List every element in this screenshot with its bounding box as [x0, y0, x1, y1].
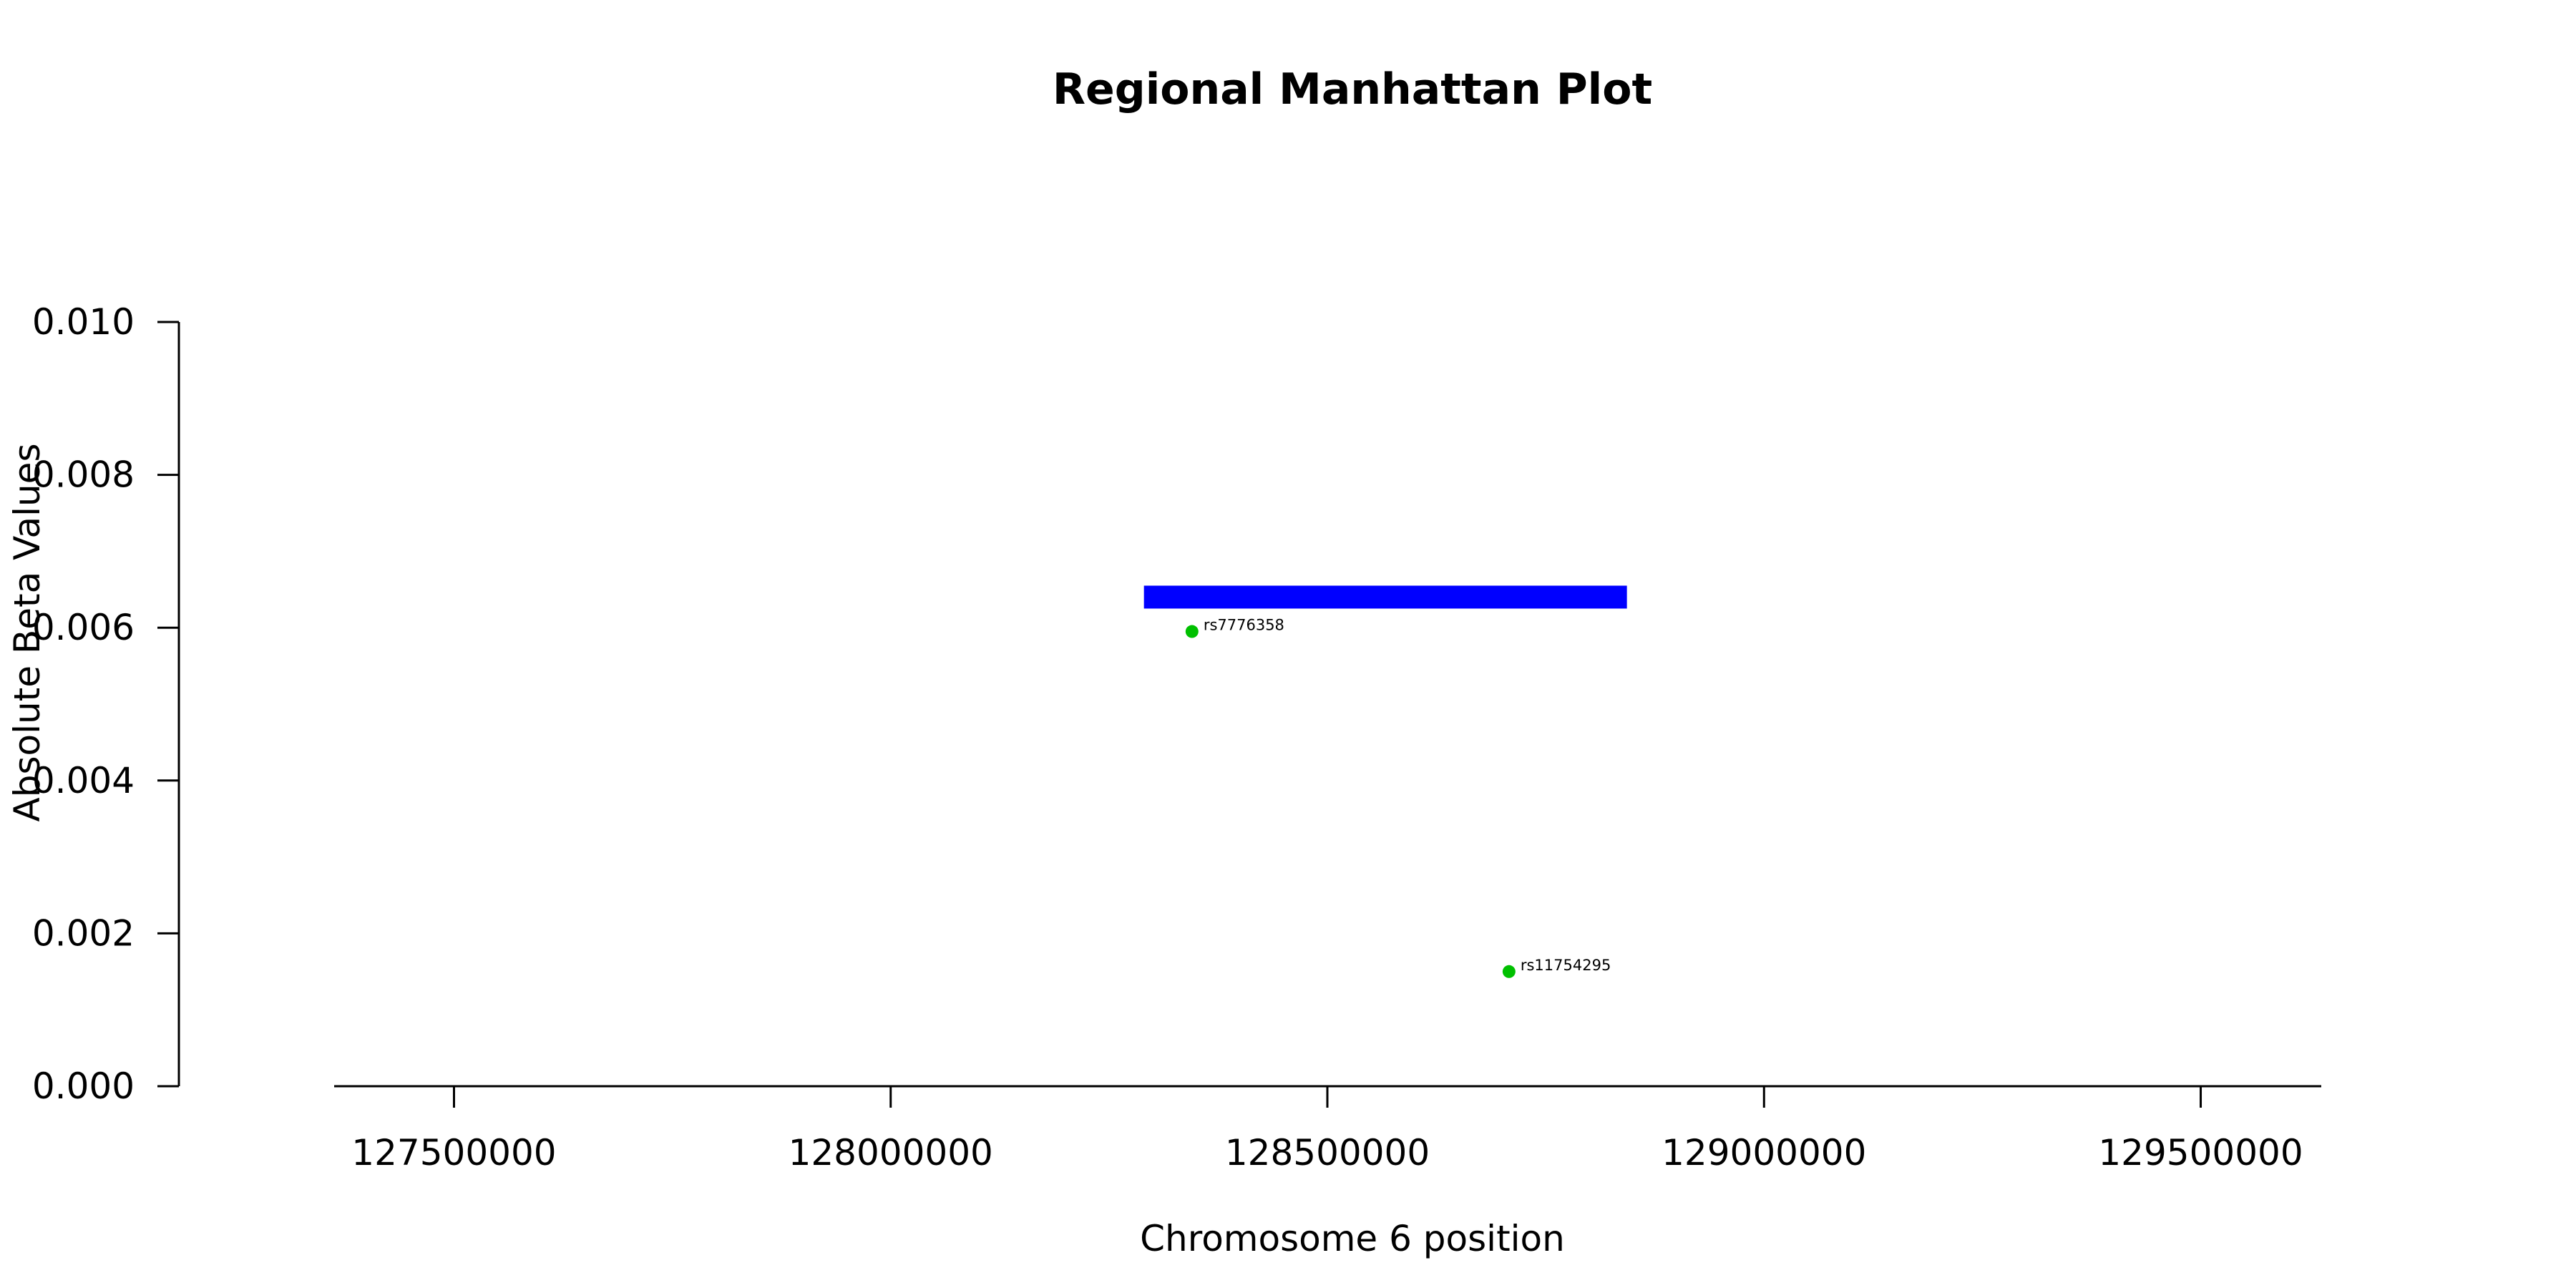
plot-marks: rs7776358 rs11754295 [1143, 585, 1627, 978]
chart-title: Regional Manhattan Plot [1053, 64, 1652, 114]
y-tick-label: 0.008 [32, 454, 135, 496]
y-tick-label: 0.006 [32, 607, 135, 648]
x-tick-label: 128000000 [789, 1132, 993, 1174]
snp-label: rs7776358 [1204, 617, 1284, 634]
y-tick-label: 0.002 [32, 912, 135, 954]
x-axis-label: Chromosome 6 position [1140, 1218, 1565, 1259]
y-tick-label: 0.004 [32, 760, 135, 801]
y-axis-ticks: 0.000 0.002 0.004 0.006 0.008 0.010 [32, 301, 179, 1107]
snp-point [1502, 965, 1516, 978]
y-tick-label: 0.010 [32, 301, 135, 343]
snp-point [1185, 625, 1199, 638]
gene-region-bar [1143, 585, 1627, 609]
x-tick-label: 128500000 [1225, 1132, 1430, 1174]
x-tick-label: 129500000 [2098, 1132, 2303, 1174]
x-axis-ticks: 127500000 128000000 128500000 129000000 1295… [351, 1086, 2303, 1174]
x-tick-label: 127500000 [351, 1132, 556, 1174]
y-tick-label: 0.000 [32, 1065, 135, 1107]
snp-label: rs11754295 [1521, 957, 1611, 974]
y-axis-label: Absolute Beta Values [6, 444, 48, 822]
x-tick-label: 129000000 [1662, 1132, 1866, 1174]
